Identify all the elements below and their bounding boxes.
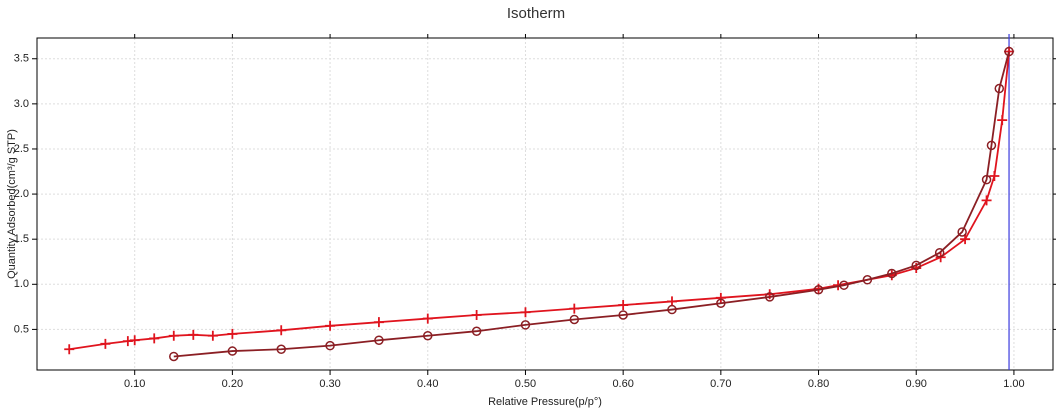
data-point <box>276 325 287 336</box>
series-line <box>69 51 1010 351</box>
y-tick-label: 1.0 <box>14 278 29 290</box>
data-point <box>423 330 433 341</box>
plot-frame <box>36 37 1054 371</box>
data-point <box>813 284 824 295</box>
data-point <box>764 292 775 302</box>
data-point <box>839 280 849 290</box>
data-point <box>520 320 531 330</box>
x-tick-label: 0.90 <box>906 378 927 390</box>
data-point <box>716 298 726 308</box>
data-point <box>862 275 873 285</box>
data-point <box>374 335 384 345</box>
data-point <box>471 309 482 320</box>
x-tick-label: 0.70 <box>710 378 731 390</box>
series-line <box>173 51 1010 358</box>
data-point <box>100 338 111 349</box>
x-tick-label: 1.00 <box>1003 378 1024 390</box>
data-point <box>960 234 971 245</box>
y-tick-label: 1.5 <box>14 233 29 245</box>
data-point <box>667 304 677 315</box>
x-tick-label: 0.10 <box>124 378 145 390</box>
y-tick-label: 0.5 <box>14 323 29 335</box>
data-point <box>276 344 286 354</box>
data-point <box>149 333 160 344</box>
x-tick-label: 0.50 <box>515 378 536 390</box>
data-point <box>618 300 629 311</box>
data-point <box>887 268 897 279</box>
data-point <box>618 310 628 320</box>
data-point <box>989 171 1000 182</box>
data-point <box>981 174 992 185</box>
data-point <box>569 314 580 325</box>
x-tick-label: 0.30 <box>319 378 340 390</box>
data-point <box>122 336 133 347</box>
data-point <box>325 340 335 351</box>
data-point <box>981 195 992 206</box>
data-point <box>715 292 726 303</box>
x-tick-label: 0.80 <box>808 378 829 390</box>
x-axis-label: Relative Pressure(p/p°) <box>488 396 602 408</box>
data-point <box>129 335 140 346</box>
y-axis-label: Quantity Adsorbed(cm³/g STP) <box>6 129 18 279</box>
y-tick-label: 3.5 <box>14 53 29 65</box>
data-point <box>994 83 1005 94</box>
data-point <box>569 303 580 314</box>
y-tick-label: 3.0 <box>14 98 29 110</box>
data-point <box>911 260 921 271</box>
x-tick-label: 0.40 <box>417 378 438 390</box>
data-point <box>188 329 199 340</box>
data-point <box>957 227 967 237</box>
data-point <box>1004 46 1014 57</box>
data-point <box>422 313 433 324</box>
x-tick-label: 0.20 <box>222 378 243 390</box>
data-point <box>325 320 336 331</box>
data-point <box>168 330 179 341</box>
data-point <box>227 346 238 356</box>
data-point <box>373 317 384 328</box>
data-point <box>667 296 677 307</box>
chart-title: Isotherm <box>507 5 565 22</box>
y-tick-label: 2.5 <box>14 143 29 155</box>
data-point <box>169 351 179 362</box>
data-point <box>986 140 997 151</box>
y-tick-label: 2.0 <box>14 188 29 200</box>
data-point <box>207 330 218 341</box>
data-point <box>997 115 1008 126</box>
data-point <box>934 247 945 258</box>
x-tick-label: 0.60 <box>612 378 633 390</box>
data-point <box>227 328 238 339</box>
data-point <box>520 307 531 318</box>
data-point <box>64 344 75 355</box>
data-point <box>471 326 482 336</box>
